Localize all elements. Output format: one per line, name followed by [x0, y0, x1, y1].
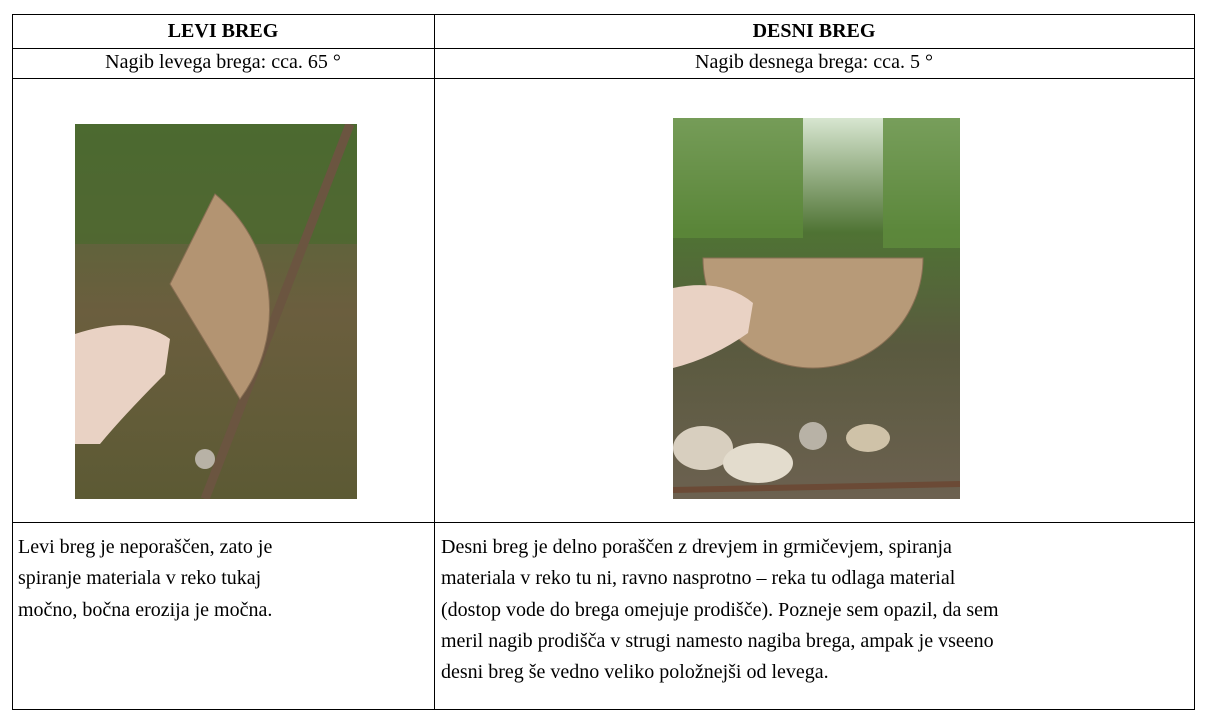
rule — [1194, 14, 1195, 710]
description-line: Desni breg je delno poraščen z drevjem i… — [441, 536, 952, 558]
slope-left: Nagib levega brega: cca. 65 ° — [105, 51, 341, 73]
description-line: desni breg še vedno veliko položnejši od… — [441, 661, 829, 684]
photo-right — [673, 118, 960, 499]
rule — [12, 14, 13, 710]
description-line: meril nagib prodišča v strugi namesto na… — [441, 629, 994, 652]
rule — [12, 14, 1195, 15]
slope-right: Nagib desnega brega: cca. 5 ° — [695, 51, 933, 73]
description-line: močno, bočna erozija je močna. — [18, 598, 273, 621]
rule — [12, 78, 1195, 79]
rule — [12, 522, 1195, 523]
rule — [434, 14, 435, 710]
description-line: (dostop vode do brega omejuje prodišče).… — [441, 598, 999, 621]
description-line: materiala v reko tu ni, ravno nasprotno … — [441, 567, 956, 590]
rule — [12, 709, 1195, 710]
description-line: spiranje materiala v reko tukaj — [18, 567, 262, 590]
description-line: Levi breg je neporaščen, zato je — [18, 536, 273, 558]
header-right: DESNI BREG — [752, 20, 876, 42]
photo-left — [75, 124, 357, 499]
header-left: LEVI BREG — [167, 20, 279, 42]
rule — [12, 48, 1195, 49]
